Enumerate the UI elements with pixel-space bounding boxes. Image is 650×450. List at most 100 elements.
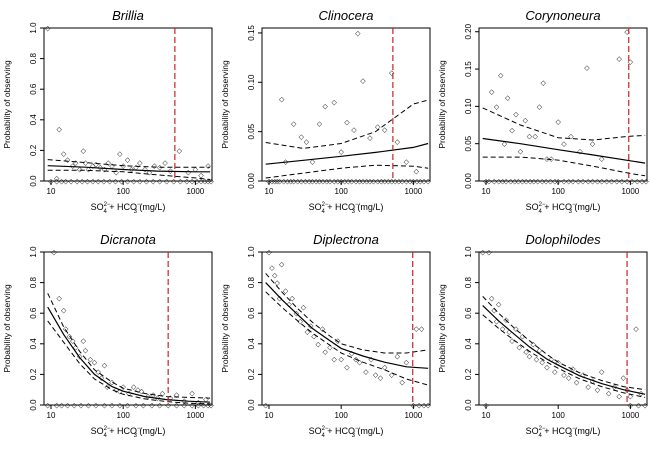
data-point: ◇: [604, 179, 610, 186]
y-axis-label: Probability of observing: [2, 60, 12, 149]
data-point: ◇: [371, 179, 377, 186]
plot-frame: [261, 27, 431, 182]
data-point: ◇: [537, 104, 543, 111]
lower-ci-line: [47, 169, 211, 180]
data-point: ◇: [295, 179, 301, 186]
data-point: ◇: [77, 166, 83, 173]
data-point: ◇: [147, 169, 153, 176]
data-point: ◇: [382, 127, 388, 134]
data-point: ◇: [395, 139, 401, 146]
data-point: ◇: [367, 179, 373, 186]
data-point: ◇: [304, 139, 310, 146]
fit-line: [265, 142, 429, 165]
data-point: ◇: [539, 360, 545, 367]
data-point: ◇: [418, 179, 424, 186]
data-point: ◇: [311, 334, 317, 341]
x-tick-label: 1000: [621, 187, 639, 196]
y-axis-label: Probability of observing: [220, 60, 230, 149]
data-point: ◇: [494, 104, 500, 111]
data-point: ◇: [90, 163, 96, 170]
data-point: ◇: [555, 179, 561, 186]
x-tick-label: 10: [47, 187, 56, 196]
x-axis-label: SO2− 4 + HCO− 3 (mg/L): [526, 202, 601, 215]
data-point: ◇: [616, 393, 622, 400]
data-point: ◇: [86, 166, 92, 173]
fit-line: [47, 165, 211, 173]
data-point: ◇: [396, 179, 402, 186]
data-point: ◇: [574, 380, 580, 387]
data-point: ◇: [196, 399, 202, 406]
lower-ci-line: [482, 156, 646, 177]
data-point: ◇: [168, 395, 174, 402]
data-point: ◇: [315, 341, 321, 348]
data-point: ◇: [331, 357, 337, 364]
data-point: ◇: [353, 179, 359, 186]
data-point: ◇: [83, 160, 89, 167]
data-point: ◇: [517, 344, 523, 351]
x-tick-label: 10: [47, 411, 56, 420]
data-point: ◇: [492, 308, 498, 315]
y-tick-label: 0.05: [247, 123, 256, 139]
data-point: ◇: [189, 403, 195, 410]
data-point: ◇: [109, 403, 115, 410]
data-point: ◇: [480, 250, 486, 257]
data-point: ◇: [320, 326, 326, 333]
fit-line: [482, 305, 646, 395]
data-point: ◇: [131, 179, 137, 186]
data-point: ◇: [411, 403, 417, 410]
data-point: ◇: [368, 357, 374, 364]
data-point: ◇: [585, 384, 591, 391]
x-tick-label: 100: [552, 187, 566, 196]
lower-ci-line: [265, 164, 429, 179]
data-point: ◇: [353, 357, 359, 364]
y-tick-label: 0.4: [29, 338, 38, 350]
data-point: ◇: [345, 179, 351, 186]
data-point: ◇: [125, 403, 131, 410]
x-tick-label: 10: [265, 187, 274, 196]
data-point: ◇: [599, 179, 605, 186]
data-point: ◇: [421, 403, 427, 410]
data-point: ◇: [595, 179, 601, 186]
y-tick-label: 0.2: [464, 368, 473, 380]
data-point: ◇: [57, 126, 63, 133]
data-point: ◇: [70, 338, 76, 345]
y-tick-label: 0.00: [247, 173, 256, 189]
data-point: ◇: [363, 369, 369, 376]
data-point: ◇: [327, 179, 333, 186]
panel-diplectrona: Diplectrona 10 100 1000 0.0 0.2 0.4 0.6 0.8 1.0 Pr…: [220, 232, 431, 439]
data-point: ◇: [131, 384, 137, 391]
panel-title: Clinocera: [319, 8, 374, 23]
panel-title: Dicranota: [100, 232, 156, 247]
lower-ci-line: [47, 320, 211, 405]
data-point: ◇: [164, 179, 170, 186]
data-point: ◇: [520, 334, 526, 341]
data-point: ◇: [193, 166, 199, 173]
data-point: ◇: [85, 179, 91, 186]
data-point: ◇: [483, 179, 489, 186]
data-point: ◇: [338, 357, 344, 364]
fit-line: [47, 306, 211, 403]
data-point: ◇: [61, 151, 67, 158]
data-point: ◇: [45, 403, 51, 410]
upper-ci-line: [482, 107, 646, 141]
data-point: ◇: [373, 372, 379, 379]
data-point: ◇: [67, 334, 73, 341]
data-point: ◇: [355, 30, 361, 37]
y-tick-label: 0.8: [464, 276, 473, 288]
data-point: ◇: [72, 403, 78, 410]
data-point: ◇: [606, 390, 612, 397]
data-point: ◇: [144, 179, 150, 186]
data-point: ◇: [414, 179, 420, 186]
data-point: ◇: [297, 318, 303, 325]
data-point: ◇: [548, 179, 554, 186]
data-point: ◇: [338, 179, 344, 186]
data-point: ◇: [357, 360, 363, 367]
data-point: ◇: [389, 70, 395, 77]
y-tick-label: 0.05: [464, 135, 473, 151]
y-tick-label: 1.0: [29, 22, 38, 34]
data-point: ◇: [576, 179, 582, 186]
data-point: ◇: [65, 157, 71, 164]
plot-frame: [43, 251, 213, 406]
data-point: ◇: [135, 387, 141, 394]
data-point: ◇: [83, 347, 89, 354]
